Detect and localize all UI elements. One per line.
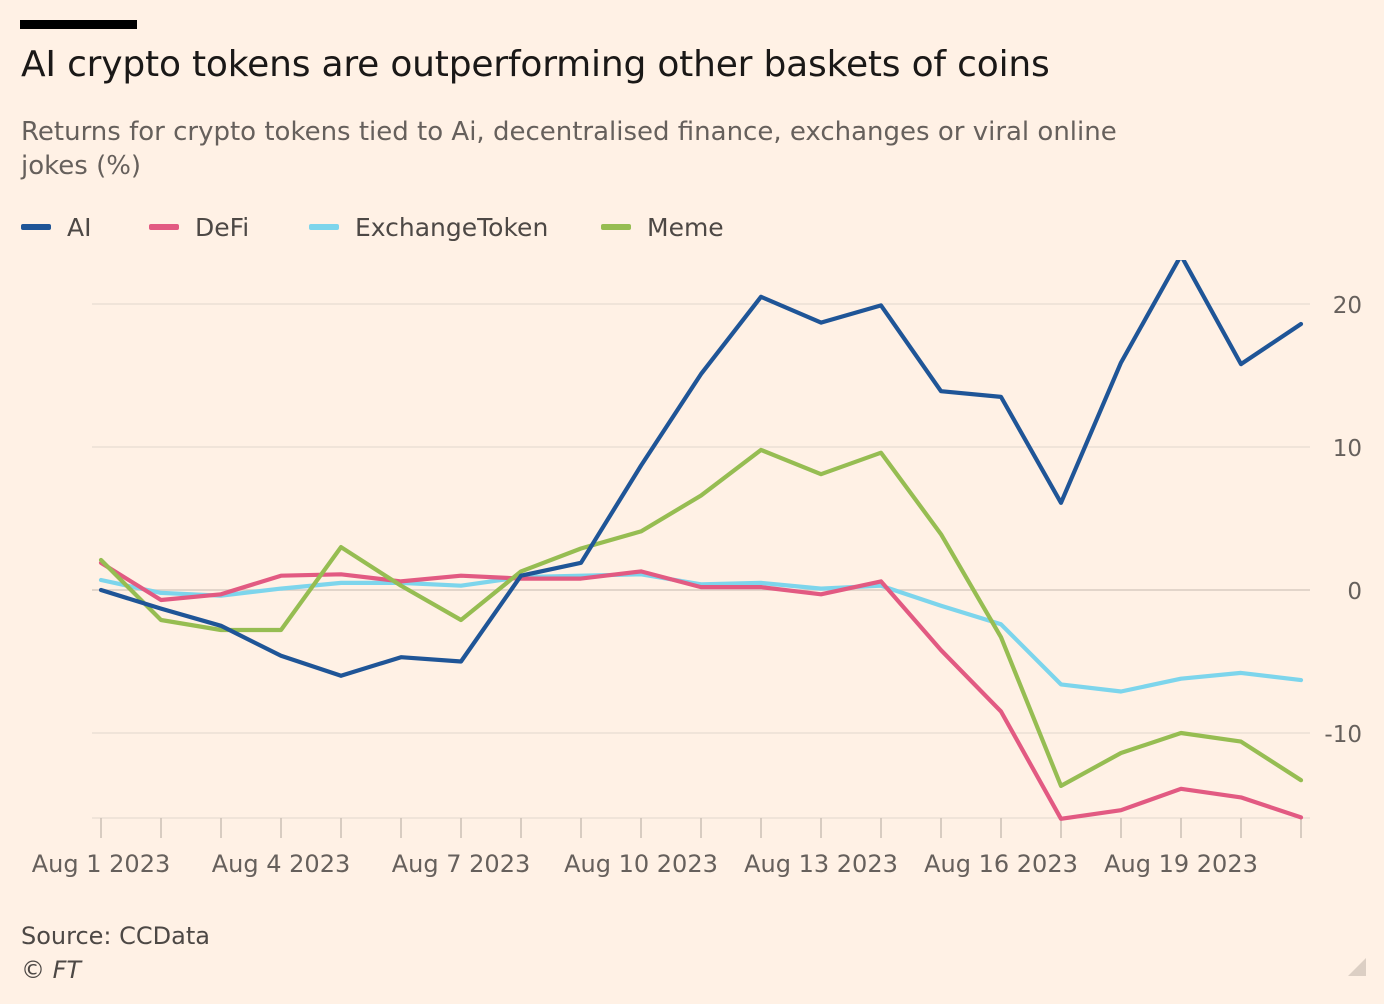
series-line-ai [98,260,1304,678]
series-line-defi [98,560,1304,821]
x-tick-label: Aug 16 2023 [924,850,1078,878]
series-lines [98,260,1304,821]
y-tick-label: -10 [1324,722,1362,748]
x-tick-label: Aug 13 2023 [744,850,898,878]
series-line-meme [98,447,1304,789]
y-tick-label: 0 [1347,579,1362,605]
x-tick-label: Aug 7 2023 [392,850,530,878]
legend-swatch-exchangetoken [309,224,339,230]
legend-label-ai: AI [67,212,92,242]
series-line-exchangetoken [98,572,1304,694]
x-tick-label: Aug 19 2023 [1104,850,1258,878]
gridlines [92,303,1310,819]
legend-item-ai: AI [21,210,91,244]
chart-subtitle: Returns for crypto tokens tied to Ai, de… [21,117,1117,181]
legend-item-meme: Meme [601,210,724,244]
legend-swatch-defi [149,224,179,230]
source-note: Source: CCData [21,922,210,950]
legend-label-exchangetoken: ExchangeToken [355,212,549,242]
resize-corner-icon [1348,958,1366,976]
x-tick-label: Aug 1 2023 [32,850,170,878]
x-tick-label: Aug 4 2023 [212,850,350,878]
copyright-note: © FT [21,956,82,984]
x-tick-label: Aug 10 2023 [564,850,718,878]
x-axis: Aug 1 2023 Aug 4 2023 Aug 7 2023 Aug 10 202… [32,818,1302,878]
chart-title: AI crypto tokens are outperforming other… [21,44,1050,85]
legend-item-defi: DeFi [149,210,249,244]
y-tick-label: 10 [1333,436,1362,462]
top-rule [20,20,137,29]
legend-label-meme: Meme [647,212,724,242]
line-chart: Aug 1 2023 Aug 4 2023 Aug 7 2023 Aug 10 202… [32,260,1362,878]
legend-label-defi: DeFi [195,212,250,242]
y-axis: 20 10 0 -10 [1324,293,1362,748]
legend-swatch-ai [21,224,51,230]
legend-swatch-meme [601,224,631,230]
legend-item-exchangetoken: ExchangeToken [309,210,548,244]
y-tick-label: 20 [1333,293,1362,319]
